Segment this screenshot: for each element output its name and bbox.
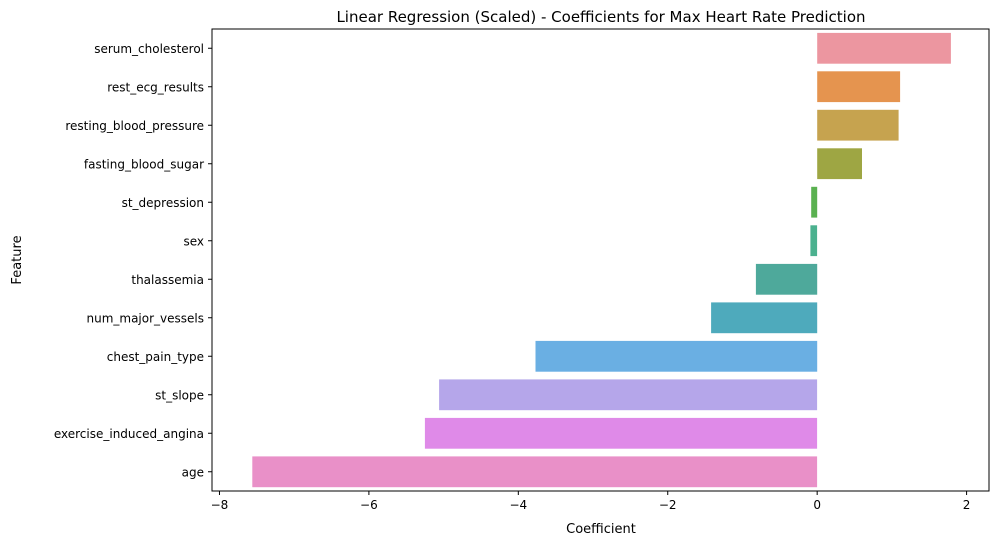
- y-tick-label: chest_pain_type: [107, 350, 204, 364]
- bar-chest-pain-type: [535, 340, 818, 372]
- x-axis-label: Coefficient: [566, 522, 636, 537]
- y-tick-label: serum_cholesterol: [94, 42, 204, 56]
- x-tick-label: −8: [211, 498, 229, 512]
- bar-serum-cholesterol: [817, 32, 951, 64]
- chart-title: Linear Regression (Scaled) - Coefficient…: [336, 8, 865, 26]
- x-tick-label: 2: [963, 498, 971, 512]
- y-tick-label: exercise_induced_angina: [54, 427, 204, 441]
- x-tick-label: −4: [509, 498, 527, 512]
- y-tick-label: rest_ecg_results: [107, 80, 204, 94]
- bar-rest-ecg-results: [817, 71, 901, 103]
- bar-exercise-induced-angina: [424, 417, 818, 449]
- x-tick-label: −6: [360, 498, 378, 512]
- bar-resting-blood-pressure: [817, 109, 899, 141]
- bar-num-major-vessels: [711, 302, 818, 334]
- y-tick-label: sex: [183, 234, 204, 248]
- x-axis-ticks: −8 −6 −4 −2 0 2: [211, 491, 971, 512]
- y-tick-label: resting_blood_pressure: [65, 119, 204, 133]
- bars-group: [252, 32, 951, 488]
- bar-sex: [810, 225, 818, 257]
- bar-st-slope: [439, 379, 818, 411]
- bar-age: [252, 456, 818, 488]
- y-tick-label: thalassemia: [131, 273, 204, 287]
- x-tick-label: 0: [813, 498, 821, 512]
- y-axis-ticks: serum_cholesterol rest_ecg_resultsresting…: [54, 42, 212, 479]
- y-tick-label: st_depression: [122, 196, 204, 210]
- y-axis-label: Feature: [10, 235, 25, 284]
- y-tick-label: age: [182, 465, 204, 479]
- y-tick-label: st_slope: [155, 388, 204, 402]
- bar-thalassemia: [755, 263, 818, 295]
- y-tick-label: num_major_vessels: [86, 311, 204, 325]
- x-tick-label: −2: [659, 498, 677, 512]
- bar-fasting-blood-sugar: [817, 148, 862, 180]
- bar-st-depression: [811, 186, 818, 218]
- plot-frame: [211, 28, 990, 492]
- y-tick-label: fasting_blood_sugar: [84, 157, 204, 171]
